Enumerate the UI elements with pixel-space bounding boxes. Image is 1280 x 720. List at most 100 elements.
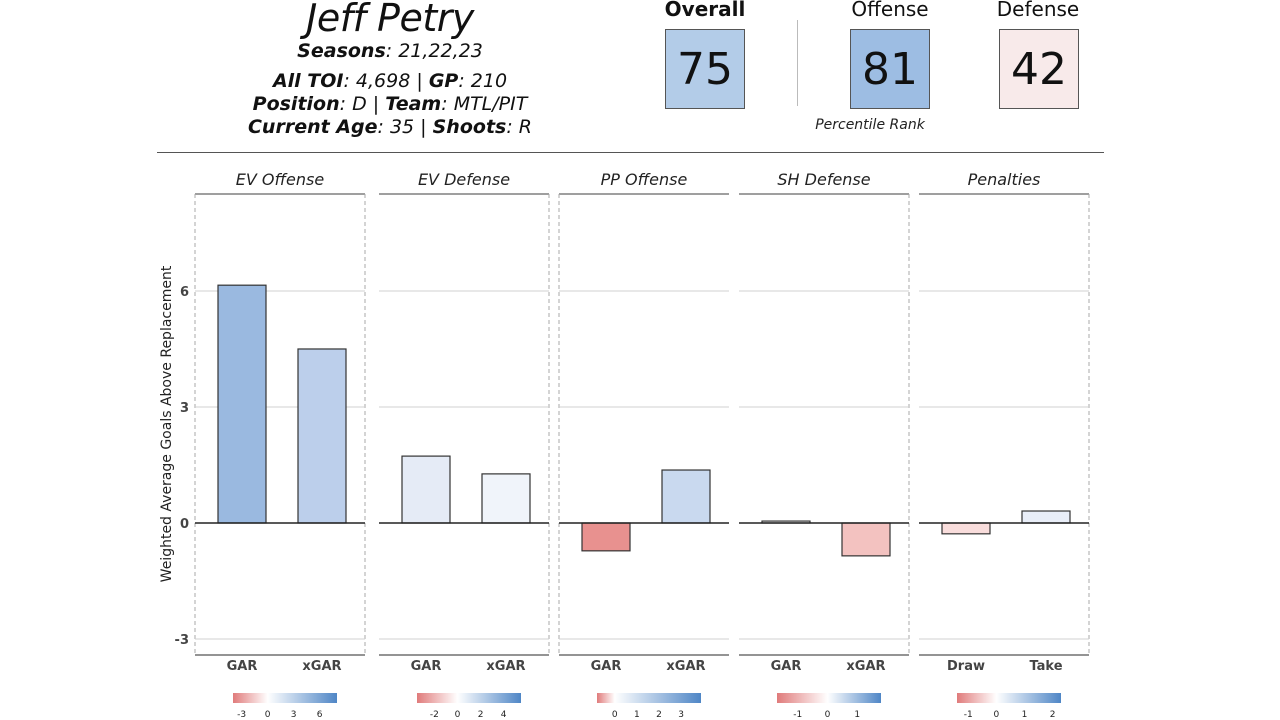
colorbar-tick-label: 2 bbox=[1050, 710, 1056, 720]
panel-sh-defense: SH Defense GAR xGAR -1 0 1 bbox=[739, 170, 910, 720]
panel-title: SH Defense bbox=[777, 170, 870, 189]
panel-penalties: Penalties Draw Take -1 0 1 2 bbox=[919, 170, 1090, 720]
toi-label: All TOI bbox=[272, 70, 344, 92]
colorbar-tick-label: 0 bbox=[825, 710, 831, 720]
team-value: MTL/PIT bbox=[453, 93, 528, 115]
overall-score-box: 75 bbox=[665, 29, 745, 109]
colorbar-tick-label: -3 bbox=[237, 710, 246, 720]
offense-label: Offense bbox=[851, 0, 929, 21]
toi-value: 4,698 bbox=[355, 70, 411, 92]
offense-score-value: 81 bbox=[862, 43, 918, 95]
colon: : bbox=[343, 70, 356, 92]
separator: | bbox=[366, 93, 386, 115]
colorbar-legend bbox=[777, 693, 881, 703]
colon: : bbox=[506, 116, 519, 138]
colon: : bbox=[385, 40, 399, 62]
x-tick-label: Take bbox=[1029, 659, 1062, 674]
y-tick-label: 0 bbox=[180, 517, 189, 532]
colon: : bbox=[458, 70, 471, 92]
x-tick-label: xGAR bbox=[846, 659, 885, 674]
colorbar-tick-label: -1 bbox=[793, 710, 802, 720]
team-label: Team bbox=[385, 93, 442, 115]
colorbar-tick-label: 1 bbox=[1022, 710, 1028, 720]
x-tick-label: xGAR bbox=[666, 659, 705, 674]
overall-label: Overall bbox=[664, 0, 746, 21]
colorbar-tick-label: 3 bbox=[291, 710, 297, 720]
bar-gar bbox=[217, 284, 267, 524]
defense-label: Defense bbox=[996, 0, 1080, 21]
panel-ev-defense: EV Defense GAR xGAR -2 0 2 4 bbox=[379, 170, 550, 720]
colorbar-legend bbox=[597, 693, 701, 703]
bar-draw bbox=[941, 522, 991, 535]
score-divider bbox=[797, 20, 798, 106]
panel-pp-offense: PP Offense GAR xGAR 0 1 2 3 bbox=[558, 170, 729, 720]
overall-score-value: 75 bbox=[677, 43, 733, 95]
panel-title: Penalties bbox=[968, 170, 1041, 189]
bar-xgar bbox=[661, 469, 711, 524]
panel-title: PP Offense bbox=[601, 170, 688, 189]
colorbar-legend bbox=[417, 693, 521, 703]
header-divider bbox=[157, 152, 1104, 153]
shoots-value: R bbox=[518, 116, 532, 138]
x-tick-label: GAR bbox=[227, 659, 258, 674]
bar-xgar bbox=[297, 348, 347, 524]
x-tick-label: xGAR bbox=[302, 659, 341, 674]
separator: | bbox=[410, 70, 429, 92]
colon: : bbox=[441, 93, 454, 115]
colon: : bbox=[339, 93, 353, 115]
defense-score-box: 42 bbox=[999, 29, 1079, 109]
x-tick-label: GAR bbox=[771, 659, 802, 674]
bar-xgar bbox=[481, 473, 531, 524]
colon: : bbox=[377, 116, 390, 138]
seasons-line: Seasons: 21,22,23 bbox=[220, 40, 560, 62]
y-tick-label: 3 bbox=[180, 401, 189, 416]
x-tick-label: GAR bbox=[411, 659, 442, 674]
player-name: Jeff Petry bbox=[306, 0, 474, 40]
separator: | bbox=[414, 116, 433, 138]
age-line: Current Age: 35 | Shoots: R bbox=[220, 116, 560, 138]
age-value: 35 bbox=[389, 116, 415, 138]
position-label: Position bbox=[252, 93, 340, 115]
bar-xgar bbox=[841, 522, 891, 557]
offense-score-box: 81 bbox=[850, 29, 930, 109]
x-tick-label: GAR bbox=[591, 659, 622, 674]
position-line: Position: D | Team: MTL/PIT bbox=[220, 93, 560, 115]
panel-title: EV Offense bbox=[236, 170, 325, 189]
colorbar-tick-label: 0 bbox=[455, 710, 461, 720]
gp-label: GP bbox=[428, 70, 459, 92]
panel-title: EV Defense bbox=[418, 170, 510, 189]
shoots-label: Shoots bbox=[432, 116, 507, 138]
y-tick-label: 6 bbox=[180, 285, 189, 300]
colorbar-legend bbox=[233, 693, 337, 703]
colorbar-legend bbox=[957, 693, 1061, 703]
y-tick-label: -3 bbox=[175, 633, 189, 648]
colorbar-tick-label: -2 bbox=[430, 710, 439, 720]
bar-gar bbox=[581, 522, 631, 552]
colorbar-tick-label: 1 bbox=[854, 710, 860, 720]
colorbar-tick-label: 0 bbox=[265, 710, 271, 720]
toi-line: All TOI: 4,698 | GP: 210 bbox=[220, 70, 560, 92]
x-tick-label: xGAR bbox=[486, 659, 525, 674]
position-value: D bbox=[352, 93, 367, 115]
age-label: Current Age bbox=[247, 116, 378, 138]
bar-take bbox=[1021, 510, 1071, 524]
colorbar-tick-label: 2 bbox=[656, 710, 662, 720]
colorbar-tick-label: 6 bbox=[317, 710, 323, 720]
colorbar-tick-label: 0 bbox=[612, 710, 618, 720]
gp-value: 210 bbox=[470, 70, 508, 92]
defense-score-value: 42 bbox=[1011, 43, 1067, 95]
x-tick-label: Draw bbox=[947, 659, 985, 674]
colorbar-tick-label: 0 bbox=[993, 710, 999, 720]
panel-ev-offense: EV Offense GAR xGAR -3 0 3 6 bbox=[194, 170, 366, 720]
seasons-label: Seasons bbox=[297, 40, 386, 62]
colorbar-tick-label: 3 bbox=[678, 710, 684, 720]
colorbar-tick-label: 1 bbox=[634, 710, 640, 720]
seasons-value: 21,22,23 bbox=[398, 40, 483, 62]
y-axis-label: Weighted Average Goals Above Replacement bbox=[159, 265, 175, 582]
colorbar-tick-label: 2 bbox=[478, 710, 484, 720]
percentile-rank-caption: Percentile Rank bbox=[815, 117, 925, 133]
colorbar-tick-label: -1 bbox=[964, 710, 973, 720]
bar-gar bbox=[401, 455, 451, 524]
colorbar-tick-label: 4 bbox=[501, 710, 507, 720]
